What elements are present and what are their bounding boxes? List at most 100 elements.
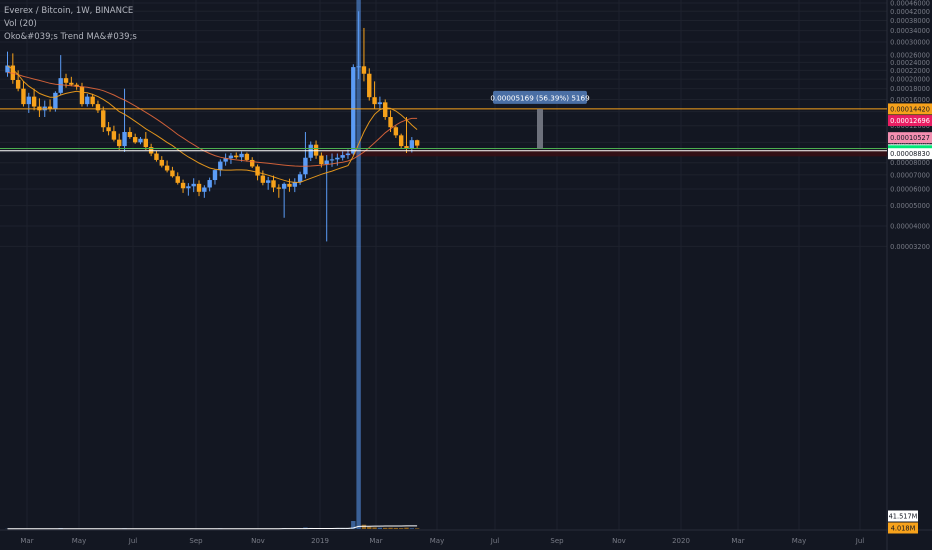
volume-tag-bg-1 <box>888 522 918 534</box>
volume-bar-75 <box>404 527 409 529</box>
price-tick-label-20: 0.00003200 <box>890 243 930 251</box>
time-tick-label-8: Jul <box>490 537 500 545</box>
candle-22 <box>122 88 127 152</box>
candle-body-65 <box>351 67 356 154</box>
candle-39 <box>212 169 218 185</box>
candle-body-44 <box>239 153 244 158</box>
price-tag-bg-1 <box>888 115 932 127</box>
candle-body-75 <box>404 146 409 149</box>
time-tick-label-5: 2019 <box>311 537 329 545</box>
candle-19 <box>106 121 111 136</box>
price-tick-label-8: 0.00020000 <box>890 76 930 84</box>
candle-body-37 <box>202 187 207 192</box>
candle-body-74 <box>398 135 404 147</box>
time-axis[interactable]: Mar May Jul Sep Nov 2019 Mar May Jul Sep Nov 2020 Ma… <box>20 537 864 545</box>
candle-body-48 <box>260 175 266 183</box>
candle-41 <box>223 153 228 166</box>
candle-body-62 <box>335 157 340 160</box>
volume-bar-66 <box>356 0 361 529</box>
zone-layer <box>322 149 887 157</box>
price-tick-label-3: 0.00034000 <box>890 27 930 35</box>
candle-74 <box>398 133 404 149</box>
candle-body-17 <box>95 104 101 111</box>
candle-25 <box>138 137 143 145</box>
legend-indicator[interactable]: Oko&#039;s Trend MA&#039;s <box>4 32 137 42</box>
moving-averages <box>7 65 418 183</box>
horizontal-lines <box>0 108 887 152</box>
volume-bar-73 <box>393 527 399 529</box>
candle-body-24 <box>132 137 138 143</box>
candle-46 <box>250 157 255 169</box>
candle-32 <box>175 172 180 185</box>
time-tick-label-9: Sep <box>550 537 564 545</box>
time-tick-label-13: May <box>792 537 806 545</box>
price-tick-label-12: 0.00012000 <box>890 122 930 130</box>
legend-volume[interactable]: Vol (20) <box>4 19 37 29</box>
measure-label-bg <box>493 90 587 104</box>
volume-ma-line <box>7 525 418 530</box>
candle-37 <box>202 185 207 198</box>
volume-bar-76 <box>409 528 415 529</box>
candle-body-35 <box>191 183 196 187</box>
measure-label: 0.00005169 (56.39%) 5169 <box>490 93 590 102</box>
price-tick-label-18: 0.00005000 <box>890 202 930 210</box>
candle-8 <box>47 99 53 112</box>
candle-73 <box>393 125 399 138</box>
candle-body-12 <box>69 82 74 85</box>
candle-body-43 <box>234 155 239 158</box>
candle-body-30 <box>164 165 170 171</box>
legend-symbol[interactable]: Everex / Bitcoin, 1W, BINANCE <box>4 6 134 16</box>
candle-body-40 <box>218 161 223 171</box>
candle-body-23 <box>127 132 133 138</box>
candle-51 <box>276 184 282 198</box>
candle-body-50 <box>271 180 276 188</box>
candle-body-47 <box>255 166 260 176</box>
time-tick-label-3: Sep <box>189 537 203 545</box>
candle-44 <box>239 151 244 162</box>
price-tick-label-9: 0.00018000 <box>890 85 930 93</box>
candle-body-69 <box>372 97 377 105</box>
candle-26 <box>143 132 149 150</box>
candle-24 <box>132 133 138 144</box>
candle-62 <box>335 153 340 166</box>
candle-70 <box>377 96 383 109</box>
candle-body-59 <box>319 155 324 165</box>
candle-body-20 <box>111 131 117 140</box>
time-tick-label-14: Jul <box>855 537 865 545</box>
candle-67 <box>361 27 367 82</box>
candle-31 <box>170 166 175 178</box>
price-tick-label-17: 0.00006000 <box>890 186 930 194</box>
candle-35 <box>191 178 196 193</box>
candle-body-26 <box>143 138 149 148</box>
candle-17 <box>95 100 101 113</box>
candle-43 <box>234 152 239 159</box>
price-tick-label-5: 0.00026000 <box>890 52 930 60</box>
candle-33 <box>180 179 186 193</box>
candle-34 <box>186 183 191 196</box>
candle-body-19 <box>106 127 111 132</box>
candle-body-49 <box>265 180 271 183</box>
measure-tool[interactable]: 0.00005169 (56.39%) 5169 <box>490 90 590 149</box>
candle-body-3 <box>21 88 26 105</box>
time-tick-label-6: Mar <box>369 537 382 545</box>
volume-bar-69 <box>372 527 377 529</box>
candle-body-41 <box>223 158 228 162</box>
candle-body-22 <box>122 132 127 147</box>
time-tick-label-4: Nov <box>251 537 265 545</box>
time-tick-label-10: Nov <box>612 537 626 545</box>
candle-body-42 <box>228 155 234 159</box>
candle-body-55 <box>297 174 303 182</box>
candle-body-70 <box>377 102 383 105</box>
candle-body-58 <box>313 144 319 156</box>
candle-body-9 <box>53 92 58 110</box>
candle-body-52 <box>281 183 287 189</box>
candle-body-14 <box>79 86 85 105</box>
candle-38 <box>207 177 212 192</box>
price-tick-label-16: 0.00007000 <box>890 171 930 179</box>
candle-body-16 <box>90 96 95 105</box>
volume-tag-label-1: 4.018M <box>891 525 916 533</box>
candle-30 <box>164 160 170 173</box>
volume-bar-72 <box>388 527 393 529</box>
